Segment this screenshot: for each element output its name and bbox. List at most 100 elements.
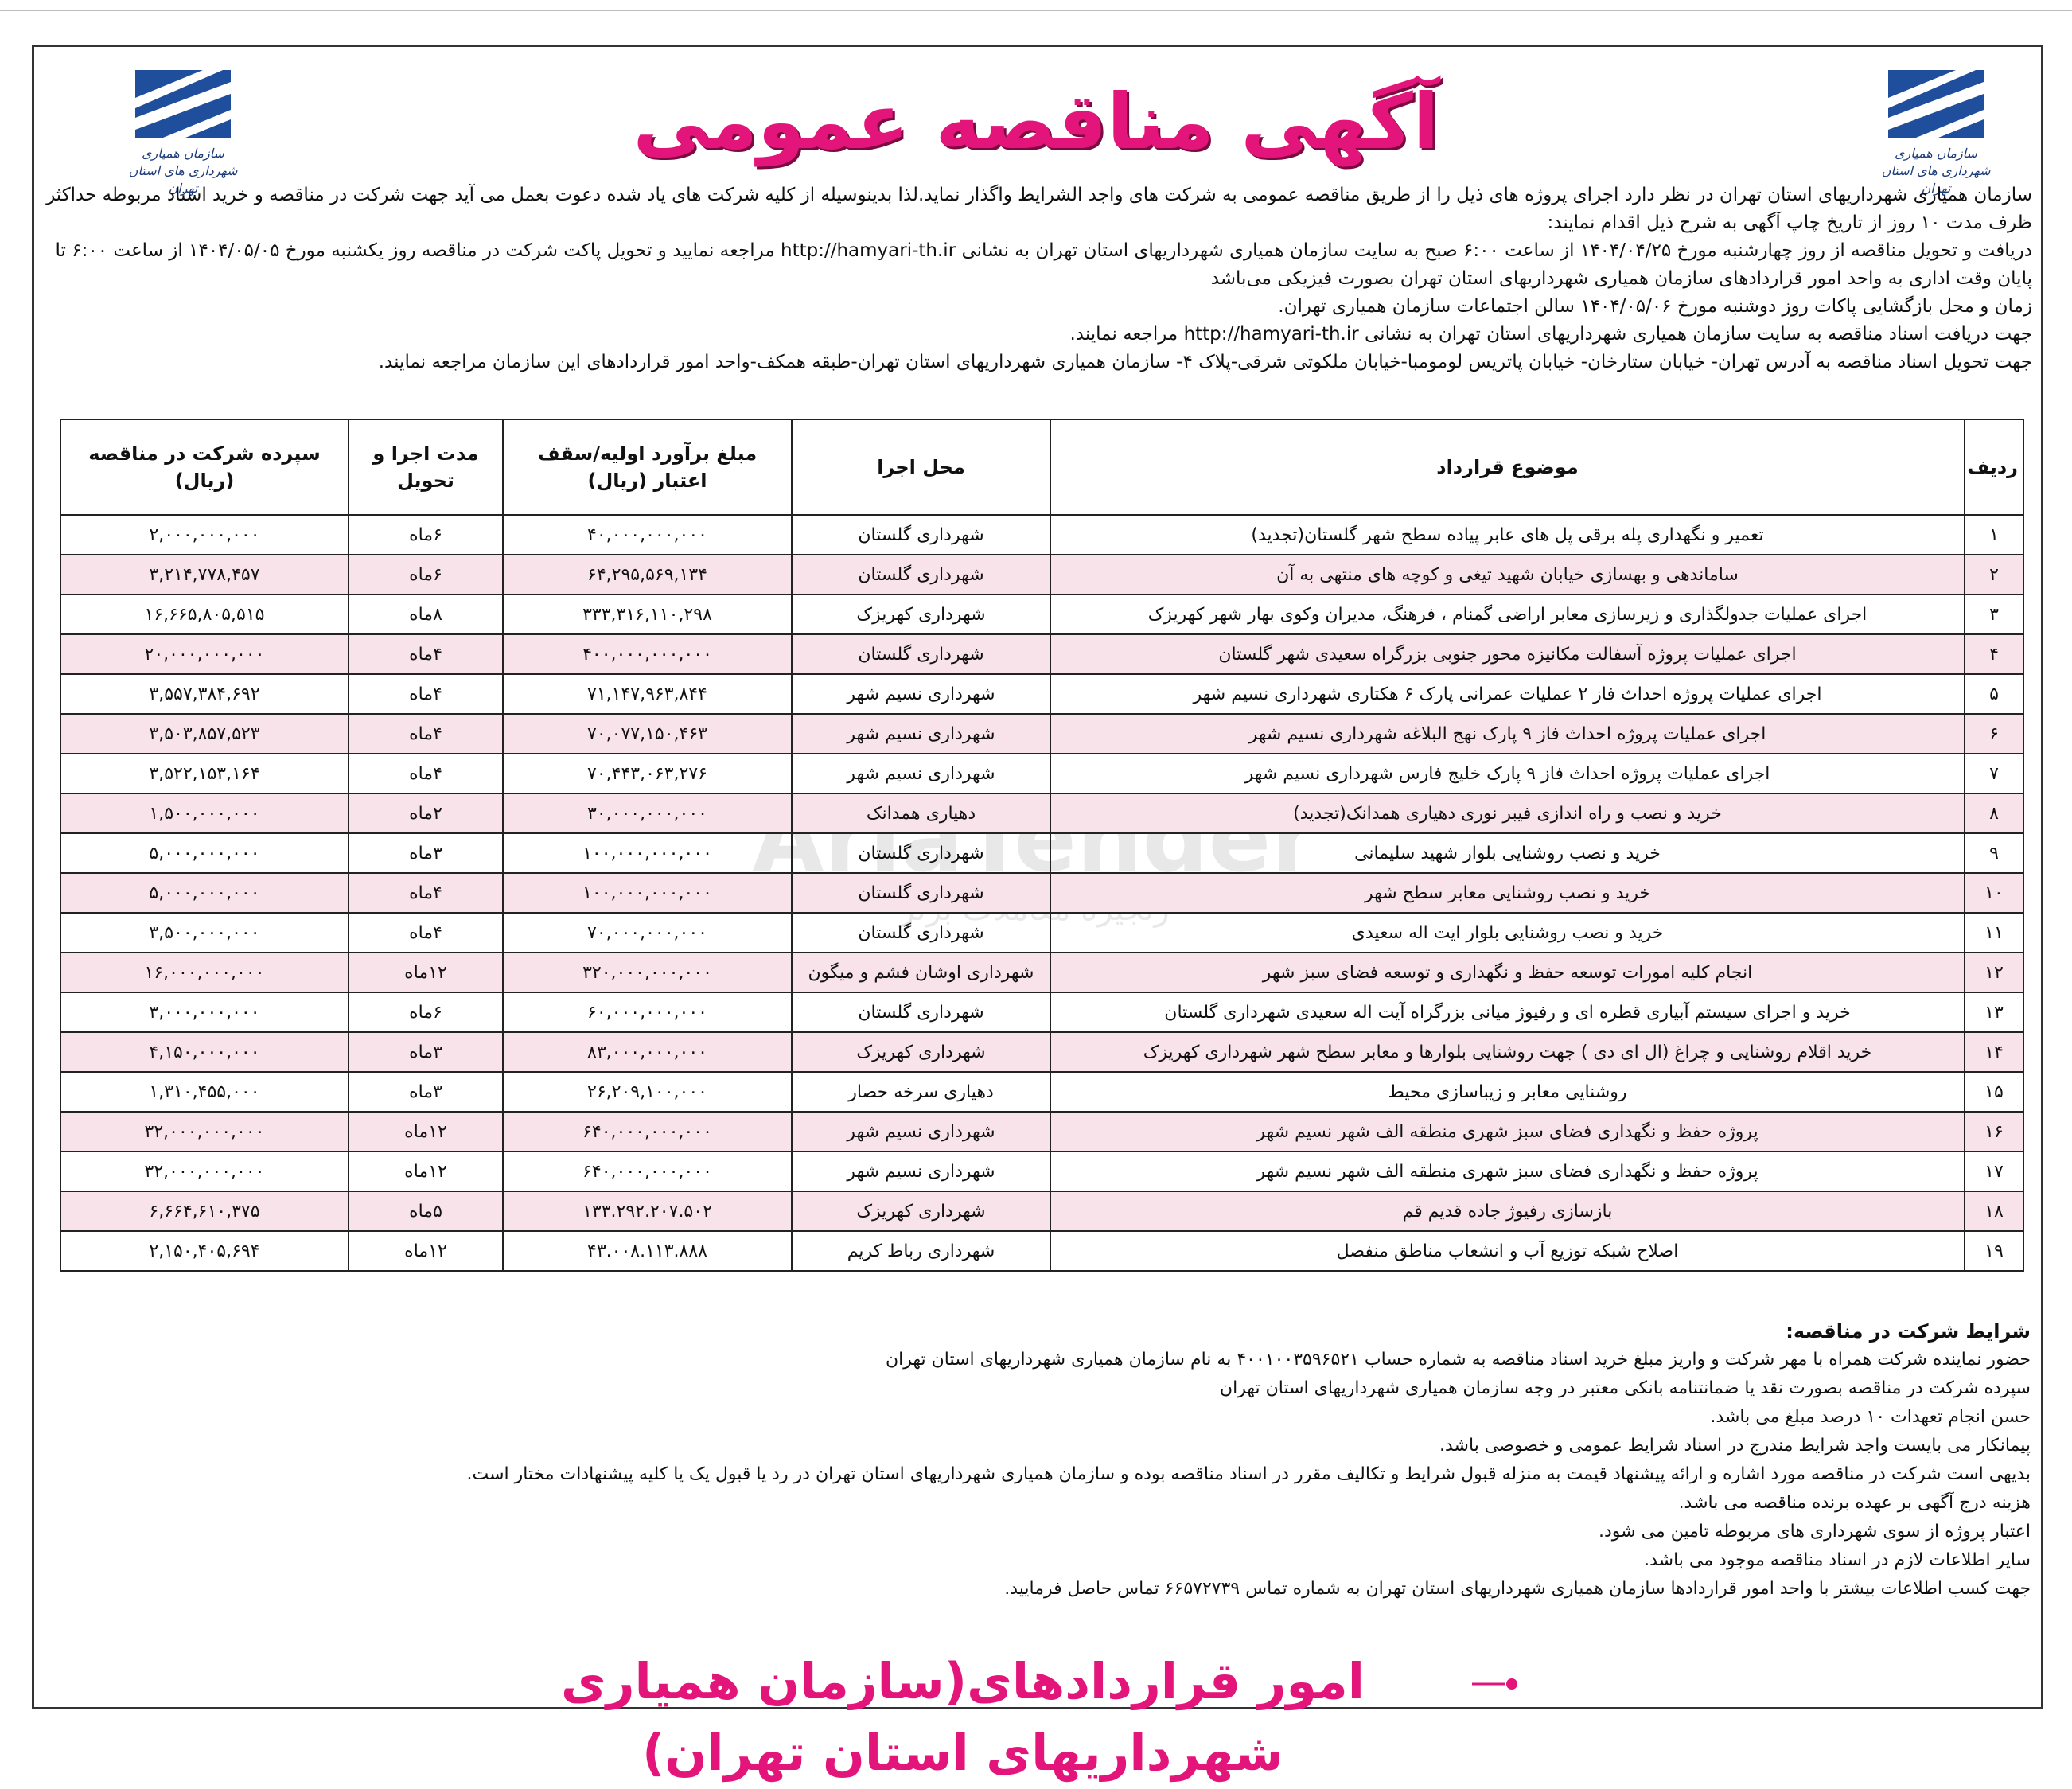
table-cell: شهرداری گلستان xyxy=(791,912,1051,953)
table-cell: ۱۸ xyxy=(1964,1191,2024,1232)
table-cell: ۲۰,۰۰۰,۰۰۰,۰۰۰ xyxy=(60,633,349,675)
table-row: ۱۴ خرید اقلام روشنایی و چراغ (ال ای دی ) … xyxy=(60,1031,2024,1073)
intro-line: جهت دریافت اسناد مناقصه به سایت سازمان ه… xyxy=(1069,324,2032,345)
table-cell: خرید اقلام روشنایی و چراغ (ال ای دی ) جه… xyxy=(1050,1031,1965,1073)
footer-ornament xyxy=(1472,1678,1517,1690)
table-row: ۲ ساماندهی و بهسازی خیابان شهید تیغی و کو… xyxy=(60,554,2024,595)
table-cell: ۱۶ xyxy=(1964,1111,2024,1152)
logo: سازمان همیاری شهرداری های استان تهران xyxy=(115,62,251,196)
table-cell: ۴ماه xyxy=(348,872,504,914)
condition-item: هزینه درج آگهی بر عهده برنده مناقصه می ب… xyxy=(1678,1493,2031,1513)
table-cell: ۱۰۰,۰۰۰,۰۰۰,۰۰۰ xyxy=(502,872,793,914)
table-cell: ۳۲,۰۰۰,۰۰۰,۰۰۰ xyxy=(60,1111,349,1152)
frame xyxy=(32,45,2043,1709)
table-cell: دهیاری همدانک xyxy=(791,793,1051,834)
table-cell: ۵,۰۰۰,۰۰۰,۰۰۰ xyxy=(60,872,349,914)
table-cell: ۲,۱۵۰,۴۰۵,۶۹۴ xyxy=(60,1230,349,1272)
column-header: مبلغ برآورد اولیه/سقف اعتبار (ریال) xyxy=(502,419,793,516)
table-cell: ۱۶,۰۰۰,۰۰۰,۰۰۰ xyxy=(60,952,349,993)
table-cell: اجرای عملیات جدولگذاری و زیرسازی معابر ا… xyxy=(1050,594,1965,635)
condition-item: سایر اطلاعات لازم در اسناد مناقصه موجود … xyxy=(1644,1550,2031,1570)
table-row: ۳ اجرای عملیات جدولگذاری و زیرسازی معابر … xyxy=(60,594,2024,635)
table-cell: ۶ماه xyxy=(348,992,504,1033)
table-cell: ۸ماه xyxy=(348,594,504,635)
table-row: ۱۶ پروژه حفظ و نگهداری فضای سبز شهری منطق… xyxy=(60,1111,2024,1152)
table-cell: ۸۳,۰۰۰,۰۰۰,۰۰۰ xyxy=(502,1031,793,1073)
table-cell: ۳۰,۰۰۰,۰۰۰,۰۰۰ xyxy=(502,793,793,834)
table-cell: ۵ماه xyxy=(348,1191,504,1232)
table-cell: بازسازی رفیوژ جاده قدیم قم xyxy=(1050,1191,1965,1232)
table-cell: شهرداری گلستان xyxy=(791,633,1051,675)
table-cell: ۶۴۰,۰۰۰,۰۰۰,۰۰۰ xyxy=(502,1111,793,1152)
table-cell: شهرداری نسیم شهر xyxy=(791,1151,1051,1192)
table-cell: شهرداری کهریزک xyxy=(791,1191,1051,1232)
condition-item: سپرده شرکت در مناقصه بصورت نقد یا ضمانتن… xyxy=(1219,1378,2031,1398)
table-row: ۱۵ روشنایی معابر و زیباسازی محیط دهیاری سر… xyxy=(60,1071,2024,1113)
table-body: ۱ تعمیر و نگهداری پله برقی پل های عابر پی… xyxy=(60,514,2024,1272)
table-cell: ۱۳۳.۲۹۲.۲۰۷.۵۰۲ xyxy=(502,1191,793,1232)
title: آگهی مناقصه عمومی xyxy=(633,77,1439,166)
table-row: ۱۸ بازسازی رفیوژ جاده قدیم قم شهرداری کهری… xyxy=(60,1191,2024,1232)
table-row: ۶ اجرای عملیات پروژه احداث فاز ۹ پارک نهج… xyxy=(60,713,2024,754)
column-header: ردیف xyxy=(1964,419,2024,516)
intro-line: جهت تحویل اسناد مناقصه به آدرس تهران- خی… xyxy=(378,352,2032,372)
condition-item: بدیهی است شرکت در مناقصه مورد اشاره و ار… xyxy=(466,1464,2031,1484)
table-cell: خرید و نصب روشنایی بلوار شهید سلیمانی xyxy=(1050,832,1965,874)
table-cell: ۷ xyxy=(1964,753,2024,794)
table-cell: ۲ xyxy=(1964,554,2024,595)
table-cell: انجام کلیه امورات توسعه حفظ و نگهداری و … xyxy=(1050,952,1965,993)
table-cell: پروژه حفظ و نگهداری فضای سبز شهری منطقه … xyxy=(1050,1111,1965,1152)
table-cell: ۳,۵۰۳,۸۵۷,۵۲۳ xyxy=(60,713,349,754)
table-cell: دهیاری سرخه حصار xyxy=(791,1071,1051,1113)
table-cell: پروژه حفظ و نگهداری فضای سبز شهری منطقه … xyxy=(1050,1151,1965,1192)
table-cell: ۴ماه xyxy=(348,713,504,754)
table-cell: اجرای عملیات پروژه احداث فاز ۹ پارک خلیج… xyxy=(1050,753,1965,794)
table-cell: ۴ماه xyxy=(348,633,504,675)
intro-line: سازمان همیاری شهرداریهای استان تهران در … xyxy=(46,185,2032,233)
table-cell: ۱۱ xyxy=(1964,912,2024,953)
table-cell: ۳۲۰,۰۰۰,۰۰۰,۰۰۰ xyxy=(502,952,793,993)
table-cell: ۱۳ xyxy=(1964,992,2024,1033)
table-cell: ۴ xyxy=(1964,633,2024,675)
table-cell: ۷۰,۰۷۷,۱۵۰,۴۶۳ xyxy=(502,713,793,754)
table-cell: اجرای عملیات پروژه احداث فاز ۲ عملیات عم… xyxy=(1050,673,1965,715)
table-cell: ۱۲ xyxy=(1964,952,2024,993)
table-cell: ۶۴,۲۹۵,۵۶۹,۱۳۴ xyxy=(502,554,793,595)
table-cell: ۹ xyxy=(1964,832,2024,874)
table-cell: روشنایی معابر و زیباسازی محیط xyxy=(1050,1071,1965,1113)
conditions-list: حضور نماینده شرکت همراه با مهر شرکت و وا… xyxy=(38,1346,2031,1604)
table-cell: شهرداری گلستان xyxy=(791,514,1051,555)
intro: سازمان همیاری شهرداریهای استان تهران در … xyxy=(38,181,2032,376)
logo-mark xyxy=(135,70,231,138)
table-cell: ۱,۵۰۰,۰۰۰,۰۰۰ xyxy=(60,793,349,834)
logo-caption: سازمان همیاری شهرداری های استان تهران xyxy=(1881,146,1991,196)
table-cell: ۳,۰۰۰,۰۰۰,۰۰۰ xyxy=(60,992,349,1033)
table-row: ۱۷ پروژه حفظ و نگهداری فضای سبز شهری منطق… xyxy=(60,1151,2024,1192)
table-cell: ۶ماه xyxy=(348,554,504,595)
table-cell: ۱۲ماه xyxy=(348,1111,504,1152)
table-cell: خرید و نصب و راه اندازی فیبر نوری دهیاری… xyxy=(1050,793,1965,834)
condition-item: پیمانکار می بایست واجد شرایط مندرج در اس… xyxy=(1439,1436,2031,1456)
table-cell: شهرداری گلستان xyxy=(791,872,1051,914)
table-cell: ۱۴ xyxy=(1964,1031,2024,1073)
table-cell: ۴۰,۰۰۰,۰۰۰,۰۰۰ xyxy=(502,514,793,555)
table-cell: ۴۰۰,۰۰۰,۰۰۰,۰۰۰ xyxy=(502,633,793,675)
table-cell: شهرداری کهریزک xyxy=(791,594,1051,635)
table-cell: ۷۰,۴۴۳,۰۶۳,۲۷۶ xyxy=(502,753,793,794)
table-cell: ۳ماه xyxy=(348,1071,504,1113)
column-header: موضوع قرارداد xyxy=(1050,419,1965,516)
table-row: ۴ اجرای عملیات پروژه آسفالت مکانیزه محور … xyxy=(60,633,2024,675)
table-cell: اجرای عملیات پروژه آسفالت مکانیزه محور ج… xyxy=(1050,633,1965,675)
table-cell: ۴ماه xyxy=(348,753,504,794)
table-cell: ۷۰,۰۰۰,۰۰۰,۰۰۰ xyxy=(502,912,793,953)
table-cell: ۵,۰۰۰,۰۰۰,۰۰۰ xyxy=(60,832,349,874)
table-row: ۵ اجرای عملیات پروژه احداث فاز ۲ عملیات ع… xyxy=(60,673,2024,715)
table-row: ۹ خرید و نصب روشنایی بلوار شهید سلیمانی شه… xyxy=(60,832,2024,874)
table-row: ۸ خرید و نصب و راه اندازی فیبر نوری دهیار… xyxy=(60,793,2024,834)
condition-item: اعتبار پروژه از سوی شهرداری های مربوطه ت… xyxy=(1599,1522,2031,1542)
table-cell: ۱۶,۶۶۵,۸۰۵,۵۱۵ xyxy=(60,594,349,635)
table-cell: ۴ماه xyxy=(348,912,504,953)
header-row: ردیف موضوع قرارداد محل اجرا مبلغ برآورد اول… xyxy=(60,419,2024,516)
intro-line: دریافت و تحویل مناقصه از روز چهارشنبه مو… xyxy=(55,240,2032,289)
table-cell: ساماندهی و بهسازی خیابان شهید تیغی و کوچ… xyxy=(1050,554,1965,595)
